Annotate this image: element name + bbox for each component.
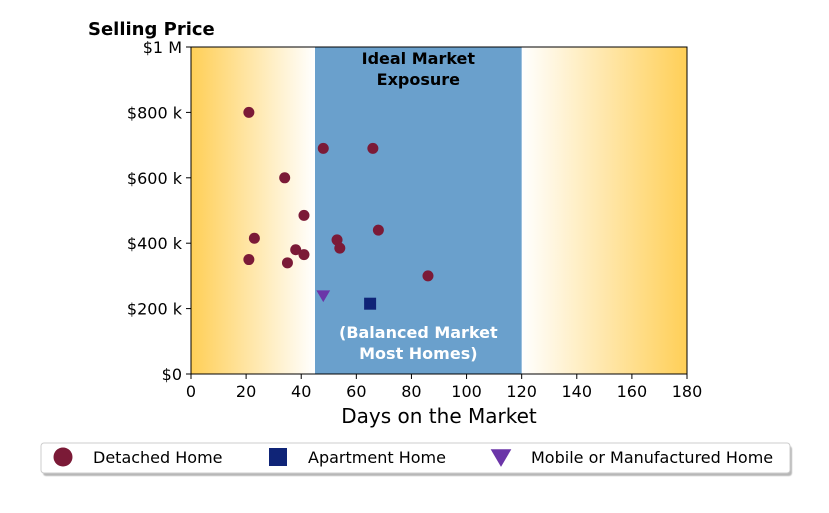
x-tick-label: 0 — [186, 382, 196, 401]
detached-home-point — [422, 270, 434, 282]
x-axis-title: Days on the Market — [341, 404, 537, 428]
detached-home-point — [290, 244, 302, 256]
y-tick-label: $600 k — [127, 169, 183, 188]
legend-item-detached-home: Detached Home — [53, 447, 223, 467]
band-label-bottom-line2: Most Homes) — [359, 344, 477, 363]
detached-home-point — [317, 142, 329, 154]
x-tick-label: 160 — [617, 382, 648, 401]
detached-home-point — [372, 224, 384, 236]
series-detached-home — [243, 106, 434, 282]
detached-home-point — [248, 232, 260, 244]
detached-home-point — [279, 172, 291, 184]
series-mobile-or-manufactured-home — [316, 290, 331, 303]
detached-home-point — [298, 209, 310, 221]
background-gradient-right — [521, 47, 687, 374]
legend-item-apartment-home: Apartment Home — [269, 448, 446, 467]
legend-label: Apartment Home — [308, 448, 446, 467]
y-tick-label: $800 k — [127, 103, 183, 122]
y-axis: $0 $200 k $400 k $600 k $800 k $1 M — [127, 38, 191, 384]
legend-marker-mobile-or-manufactured-home — [490, 449, 512, 467]
band-label-top-line2: Exposure — [377, 70, 461, 89]
ideal-exposure-band — [315, 47, 522, 374]
x-tick-label: 20 — [236, 382, 256, 401]
detached-home-point — [243, 254, 255, 266]
apartment-home-point — [364, 297, 377, 310]
y-tick-label: $200 k — [127, 300, 183, 319]
detached-home-point — [334, 242, 346, 254]
band-label-top-line1: Ideal Market — [362, 49, 476, 68]
band-label-bottom-line1: (Balanced Market — [339, 323, 498, 342]
x-tick-label: 100 — [451, 382, 482, 401]
y-tick-label: $1 M — [143, 38, 182, 57]
legend-marker-apartment-home — [269, 448, 287, 466]
y-tick-label: $0 — [162, 365, 182, 384]
x-tick-label: 80 — [401, 382, 421, 401]
detached-home-point — [298, 249, 310, 261]
chart-title: Selling Price — [88, 19, 215, 40]
legend-marker-detached-home — [53, 447, 73, 467]
series-apartment-home — [364, 297, 377, 310]
x-axis: 0 20 40 60 80 100 120 140 160 180 — [186, 374, 702, 401]
x-tick-label: 140 — [562, 382, 593, 401]
mobile-or-manufactured-home-point — [316, 290, 331, 303]
legend-label: Detached Home — [93, 448, 223, 467]
legend-box — [40, 442, 791, 474]
detached-home-point — [243, 106, 255, 118]
background-gradient-left — [191, 47, 315, 374]
detached-home-point — [367, 142, 379, 154]
x-tick-label: 120 — [506, 382, 537, 401]
legend-item-mobile-or-manufactured-home: Mobile or Manufactured Home — [490, 448, 773, 467]
legend-label: Mobile or Manufactured Home — [531, 448, 773, 467]
x-tick-label: 60 — [346, 382, 366, 401]
plot-frame — [190, 46, 688, 375]
plot-area: Ideal Market Exposure (Balanced Market M… — [190, 46, 688, 375]
x-tick-label: 180 — [672, 382, 703, 401]
data-points — [243, 106, 434, 310]
x-tick-label: 40 — [291, 382, 311, 401]
legend: Detached Home Apartment Home Mobile or Man… — [40, 442, 791, 474]
y-tick-label: $400 k — [127, 234, 183, 253]
detached-home-point — [281, 257, 293, 269]
